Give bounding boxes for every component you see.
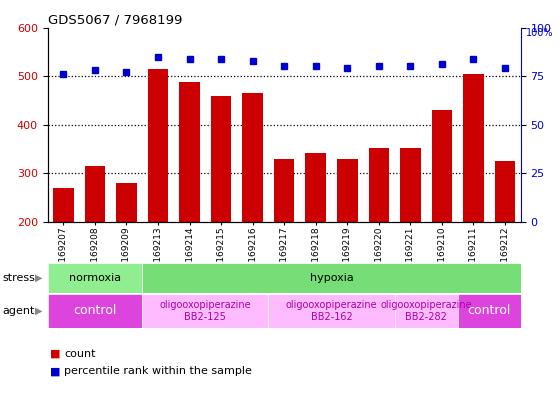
Text: oligooxopiperazine
BB2-162: oligooxopiperazine BB2-162 [286,300,377,321]
Bar [148,69,168,222]
Bar [463,74,484,222]
Bar [400,148,421,222]
Text: hypoxia: hypoxia [310,273,353,283]
Bar [306,153,326,222]
Bar [142,294,268,328]
Text: oligooxopiperazine
BB2-282: oligooxopiperazine BB2-282 [380,300,472,321]
Bar [116,183,137,222]
Bar [48,294,142,328]
Bar [368,148,389,222]
Bar [274,159,295,222]
Bar [242,93,263,222]
Text: normoxia: normoxia [69,273,121,283]
Text: control: control [468,304,511,318]
Bar [179,83,200,222]
Text: ■: ■ [50,366,61,376]
Text: stress: stress [3,273,36,283]
Bar [53,188,73,222]
Bar [495,161,515,222]
Bar [337,159,357,222]
Text: agent: agent [3,306,35,316]
Bar [432,110,452,222]
Bar [268,294,395,328]
Text: ■: ■ [50,349,61,359]
Text: GDS5067 / 7968199: GDS5067 / 7968199 [48,14,182,27]
Bar [48,263,142,293]
Bar [395,294,458,328]
Text: ▶: ▶ [35,273,43,283]
Text: 100%: 100% [525,28,553,37]
Text: percentile rank within the sample: percentile rank within the sample [64,366,252,376]
Bar [211,95,231,222]
Bar [85,166,105,222]
Text: control: control [73,304,116,318]
Bar [142,263,521,293]
Text: ▶: ▶ [35,306,43,316]
Bar [458,294,521,328]
Text: oligooxopiperazine
BB2-125: oligooxopiperazine BB2-125 [160,300,251,321]
Text: count: count [64,349,96,359]
